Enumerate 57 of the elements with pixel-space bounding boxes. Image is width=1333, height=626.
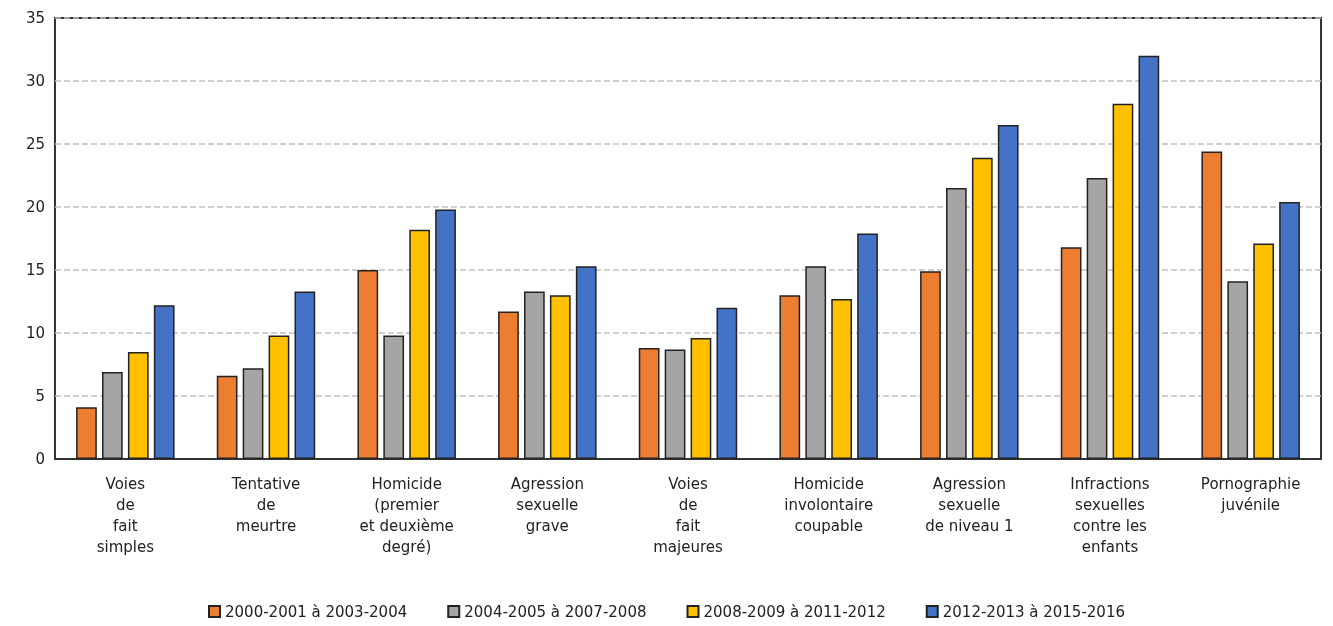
bar (498, 311, 519, 459)
bar (638, 348, 660, 459)
bar (1253, 243, 1274, 459)
x-tick-label: Voies de fait majeures (653, 474, 723, 556)
bar (216, 375, 238, 459)
bar (1086, 178, 1108, 459)
y-tick-label: 10 (25, 324, 45, 342)
bar (153, 305, 175, 459)
bar (357, 270, 379, 459)
legend-label: 2008-2009 à 2011-2012 (703, 602, 886, 621)
bar (779, 295, 801, 459)
bar (102, 372, 123, 459)
y-tick-label: 35 (25, 9, 45, 27)
x-tick-label: Infractions sexuelles contre les enfants (1070, 474, 1150, 556)
bar (920, 271, 941, 459)
x-tick-label: Homicide involontaire coupable (784, 474, 874, 535)
bar (549, 295, 571, 459)
y-tick-label: 0 (35, 450, 45, 468)
x-tick-label: Pornographie juvénile (1200, 474, 1301, 514)
bar (383, 335, 405, 459)
bar (1279, 201, 1300, 459)
bar (1138, 55, 1160, 459)
x-tick-label: Voies de fait simples (96, 474, 155, 556)
bar (805, 266, 827, 459)
bar (1201, 151, 1223, 459)
bar (409, 229, 430, 459)
y-tick-label: 25 (25, 135, 45, 153)
y-tick-label: 5 (35, 387, 45, 405)
legend-label: 2004-2005 à 2007-2008 (464, 602, 647, 621)
x-tick-label: Tentative de meurtre (230, 474, 301, 535)
y-tick-label: 30 (25, 72, 45, 90)
y-tick-label: 20 (25, 198, 45, 216)
x-tick-label: Homicide (premier et deuxième degré) (359, 474, 454, 556)
legend-label: 2000-2001 à 2003-2004 (225, 602, 408, 621)
bar (268, 335, 290, 459)
bar (76, 407, 97, 459)
bar (946, 188, 967, 459)
bar (435, 209, 456, 459)
bar (1112, 103, 1134, 459)
bar (524, 291, 545, 459)
bar (664, 349, 686, 459)
bar (831, 298, 852, 459)
bar (242, 368, 264, 459)
bar (1227, 281, 1249, 459)
bar (857, 233, 878, 459)
bar (575, 266, 597, 459)
bar (294, 291, 316, 459)
legend-label: 2012-2013 à 2015-2016 (942, 602, 1125, 621)
bar (971, 157, 993, 459)
bar (716, 307, 738, 459)
x-tick-label: Agression sexuelle de niveau 1 (925, 474, 1014, 535)
bar (1060, 247, 1082, 459)
y-tick-label: 15 (25, 261, 45, 279)
bar (690, 338, 712, 459)
bar (997, 125, 1019, 459)
x-tick-label: Agression sexuelle grave (510, 474, 585, 535)
bar (127, 351, 149, 459)
